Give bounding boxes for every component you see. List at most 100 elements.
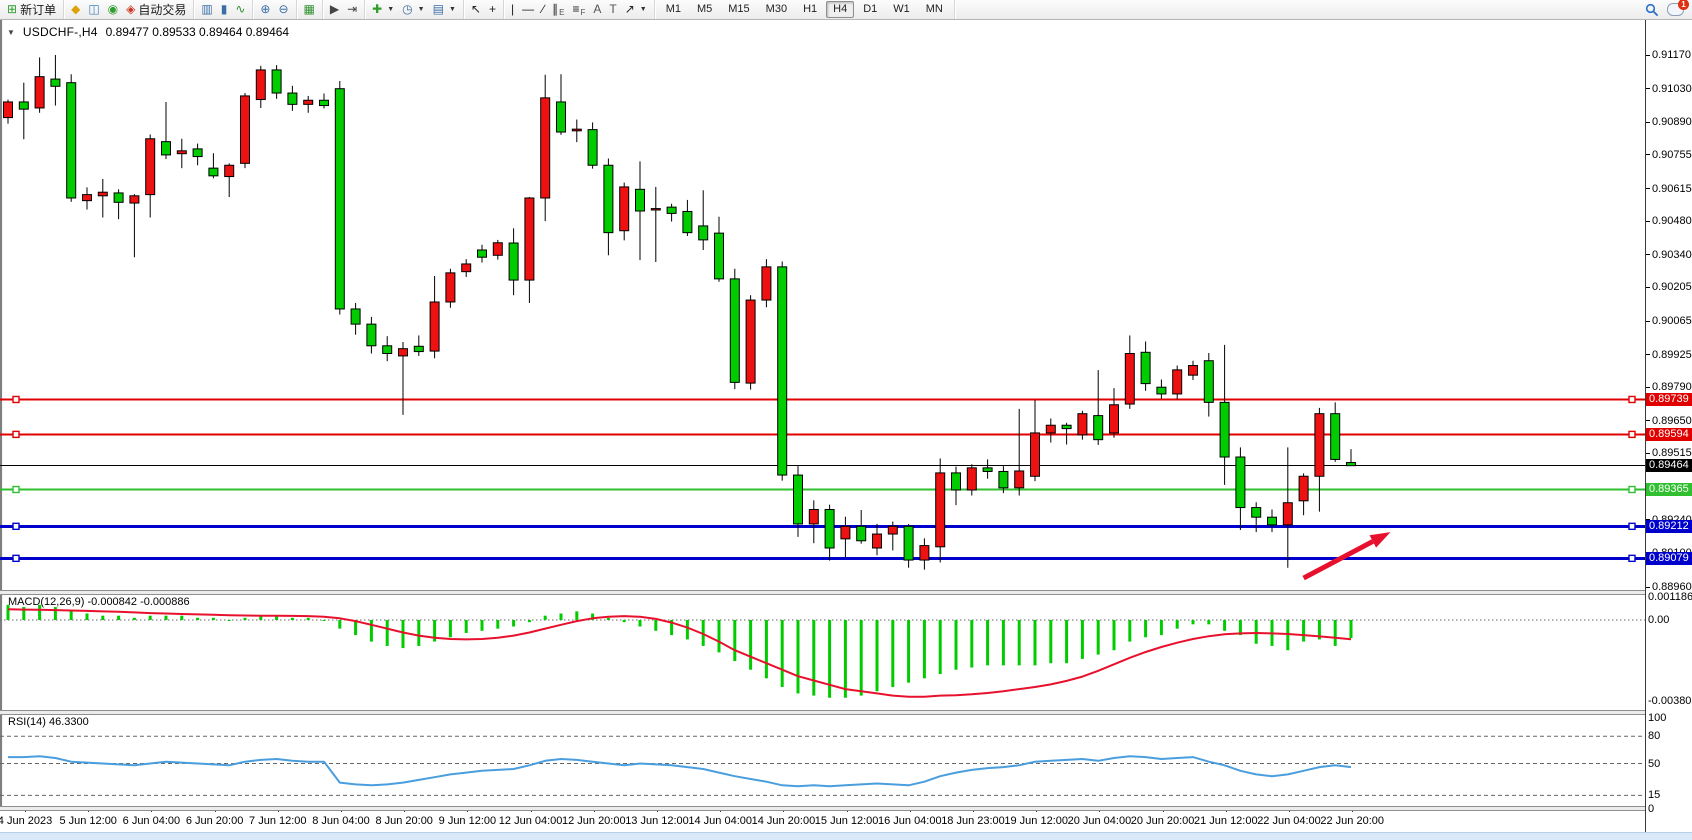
chart-symbol-timeframe: USDCHF-,H4 — [22, 25, 98, 39]
macd-bar — [717, 620, 721, 653]
annotation-arrow-shaft[interactable] — [1302, 539, 1374, 581]
timeframe-MN[interactable]: MN — [925, 3, 943, 15]
macd-bar — [1317, 620, 1321, 640]
macd-bar — [875, 620, 879, 692]
new-order-button[interactable]: ⊞ 新订单 — [3, 1, 60, 18]
trendline-button[interactable]: ∕ — [538, 1, 548, 18]
time-label: 22 Jun 04:00 — [1257, 815, 1321, 827]
time-axis[interactable]: 4 Jun 2023 5 Jun 12:00 6 Jun 04:00 6 Jun 20… — [0, 808, 1645, 832]
pane-separator-main-macd[interactable] — [0, 590, 1692, 595]
macd-bar — [322, 620, 326, 621]
timeframe-M15[interactable]: M15 — [728, 3, 750, 15]
macd-bar — [828, 620, 832, 698]
macd-bar — [986, 620, 990, 666]
zoom-out-button[interactable]: ⊖ — [274, 1, 292, 18]
pane-separator-macd-rsi[interactable] — [0, 710, 1692, 715]
notifications-icon[interactable]: 1 — [1667, 0, 1689, 16]
candle-body — [477, 249, 487, 258]
tile-windows-button[interactable]: ▦ — [300, 1, 319, 18]
candle-body — [398, 348, 408, 357]
candle-body — [540, 97, 551, 199]
main-chart-canvas[interactable] — [0, 19, 1645, 590]
timeframe-D1[interactable]: D1 — [863, 3, 878, 15]
alerts-button[interactable]: ◉ — [104, 1, 122, 18]
timeframe-H4[interactable]: H4 — [826, 1, 855, 18]
candle-body — [1061, 424, 1072, 430]
cursor-button[interactable]: ↖ — [467, 1, 485, 18]
line-handle[interactable] — [1628, 485, 1636, 494]
candle-body — [524, 197, 535, 281]
horizontal-line-button[interactable]: — — [518, 1, 538, 18]
macd-bar — [622, 620, 626, 623]
autotrading-button[interactable]: ◈ 自动交易 — [122, 1, 190, 18]
line-chart-button[interactable]: ∿ — [231, 1, 249, 18]
line-handle[interactable] — [12, 395, 20, 404]
candlestick-chart-button[interactable]: ▮ — [217, 1, 232, 18]
line-handle[interactable] — [12, 430, 20, 439]
timeframe-H1[interactable]: H1 — [803, 3, 818, 15]
search-icon[interactable] — [1645, 3, 1659, 17]
indicators-button[interactable]: ✚ ▼ — [368, 1, 398, 18]
candle-body — [761, 266, 772, 301]
candle-body — [113, 192, 124, 203]
candle-body — [334, 88, 345, 310]
rsi-axis-100: 100 — [1648, 712, 1667, 724]
candle-body — [492, 242, 503, 256]
timeframe-M1[interactable]: M1 — [665, 3, 681, 15]
timeframe-M30[interactable]: M30 — [765, 3, 788, 15]
vertical-line-button[interactable]: | — [507, 1, 518, 18]
arrows-menu-button[interactable]: ↗ ▼ — [621, 1, 651, 18]
templates-button[interactable]: ▤ ▼ — [429, 1, 460, 18]
chevron-down-icon[interactable]: ▼ — [417, 6, 425, 13]
macd-bar — [338, 620, 342, 629]
price-tick: 0.91170 — [1646, 49, 1692, 61]
timeframe-M5[interactable]: M5 — [696, 3, 713, 15]
line-handle[interactable] — [12, 522, 20, 531]
annotation-arrow-head[interactable] — [1369, 532, 1391, 548]
line-handle[interactable] — [1628, 395, 1636, 404]
macd-bar — [22, 607, 26, 620]
chevron-down-icon[interactable]: ▼ — [387, 6, 395, 13]
timeframe-W1[interactable]: W1 — [893, 3, 910, 15]
rsi-pane-canvas[interactable] — [0, 713, 1645, 806]
auto-scroll-button[interactable]: ▶ — [326, 1, 343, 18]
candle-body — [556, 101, 566, 133]
candle-body — [350, 308, 361, 325]
line-handle[interactable] — [1628, 430, 1636, 439]
candle-body — [1282, 502, 1293, 526]
line-handle[interactable] — [1628, 554, 1636, 563]
styles-button[interactable]: ◆ — [67, 1, 84, 18]
candle-body — [793, 474, 803, 525]
label-button[interactable]: T — [605, 1, 620, 18]
macd-bar — [227, 620, 231, 621]
bar-chart-button[interactable]: ▥ — [197, 1, 216, 18]
profiles-button[interactable]: ◫ — [84, 1, 103, 18]
candle-body — [872, 533, 882, 549]
periods-button[interactable]: ◷ ▼ — [398, 1, 428, 18]
chart-collapse-icon[interactable]: ▼ — [7, 27, 15, 37]
macd-pane-canvas[interactable] — [0, 593, 1645, 710]
candle-body — [319, 99, 329, 107]
crosshair-button[interactable]: + — [485, 1, 500, 18]
macd-bar — [1096, 620, 1100, 655]
macd-bar — [180, 615, 184, 620]
line-handle[interactable] — [1628, 522, 1636, 531]
macd-bar — [733, 620, 737, 662]
price-badge-0.89464: 0.89464 — [1646, 459, 1692, 473]
chevron-down-icon[interactable]: ▼ — [448, 6, 456, 13]
zoom-in-button[interactable]: ⊕ — [256, 1, 274, 18]
chart-shift-button[interactable]: ⇥ — [343, 1, 361, 18]
macd-bar — [512, 620, 516, 627]
chevron-down-icon[interactable]: ▼ — [639, 6, 647, 13]
new-order-icon: ⊞ — [7, 2, 18, 16]
macd-bar — [148, 615, 152, 620]
candle-body — [745, 299, 756, 384]
line-handle[interactable] — [12, 485, 20, 494]
fibonacci-button[interactable]: ≡ F — [568, 1, 589, 18]
price-axis[interactable]: 0.91170 0.91030 0.90890 0.90755 0.90615 0.904… — [1646, 19, 1692, 832]
text-button[interactable]: A — [589, 1, 605, 18]
equidistant-channel-button[interactable]: ∥ E — [548, 1, 568, 18]
macd-bar — [290, 617, 294, 620]
line-handle[interactable] — [12, 554, 20, 563]
macd-bar — [101, 615, 105, 620]
